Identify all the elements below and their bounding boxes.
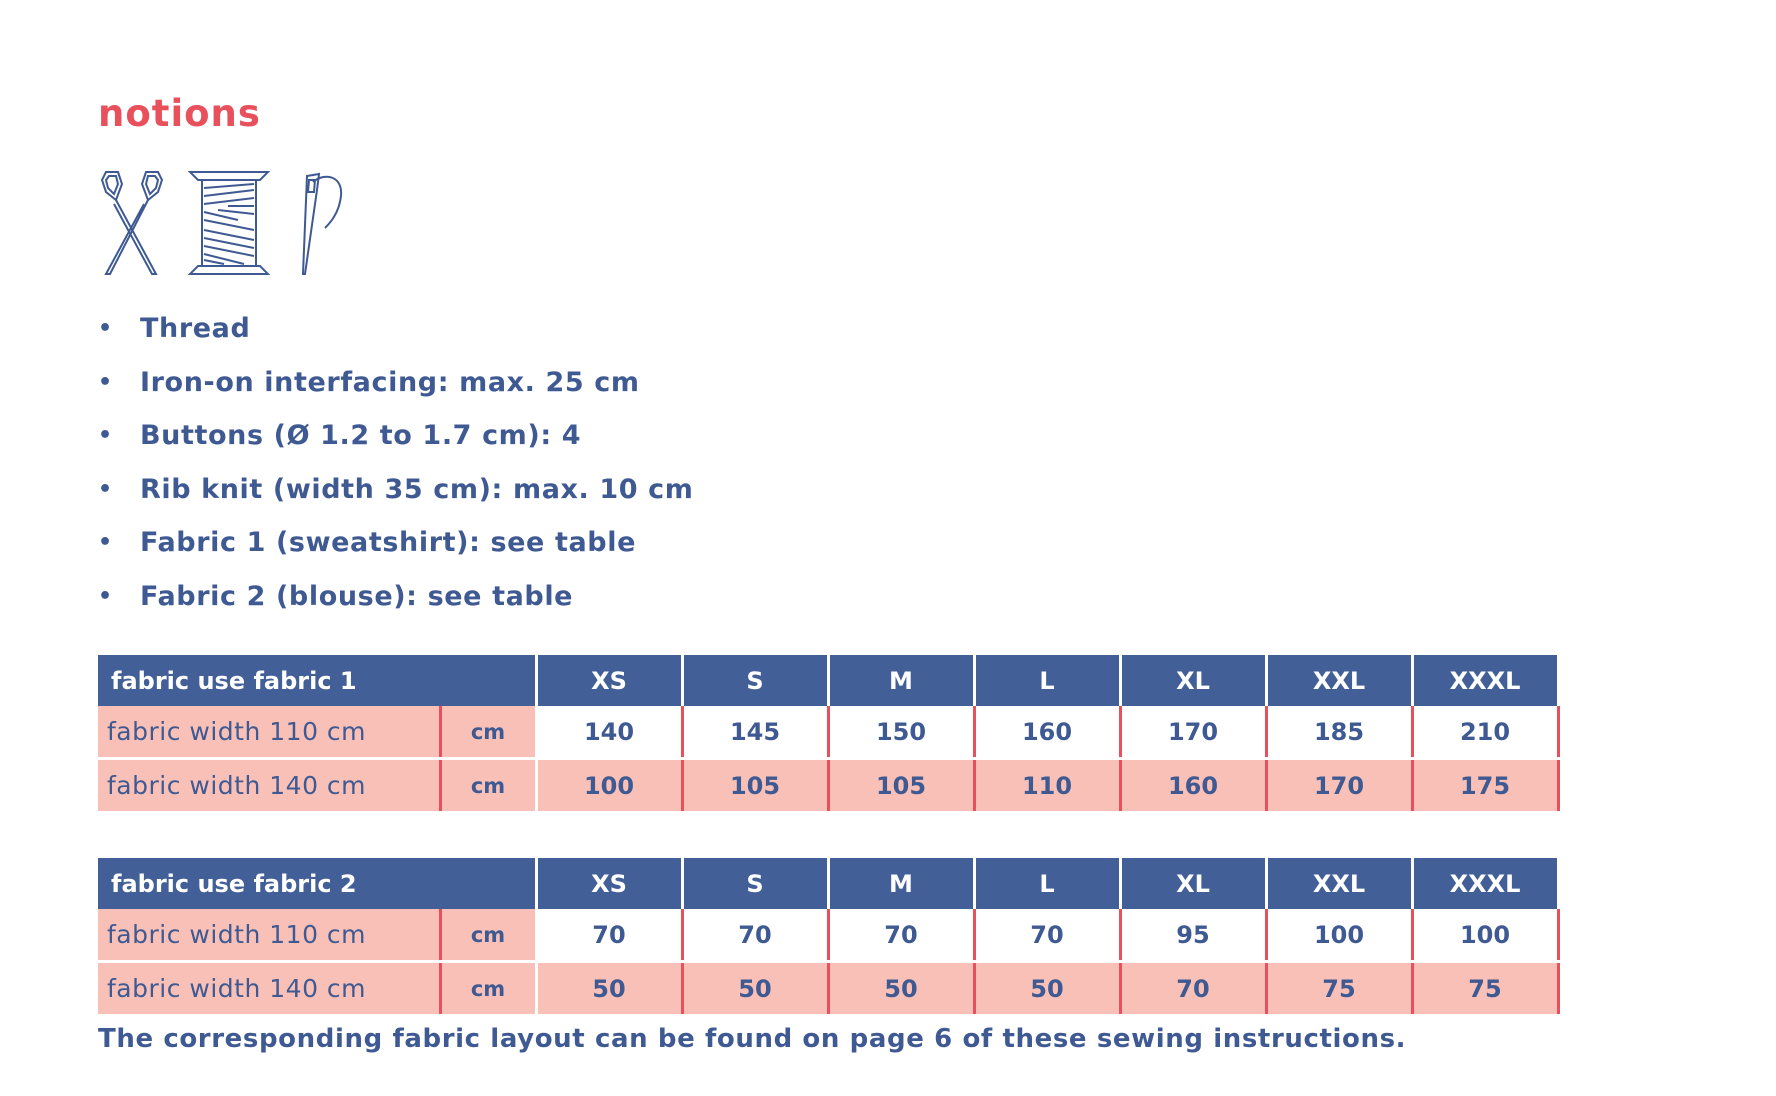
table-cell: 160 (974, 706, 1122, 760)
size-header: XL (1120, 858, 1268, 909)
table-header-row: fabric use fabric 1 XS S M L XL XXL XXXL (98, 655, 1560, 706)
fabric-1-table: fabric use fabric 1 XS S M L XL XXL XXXL… (98, 655, 1560, 814)
section-title: notions (98, 92, 261, 135)
table-cell: 50 (682, 961, 830, 1017)
table-title: fabric use fabric 2 (98, 858, 538, 909)
notion-interfacing: Iron-on interfacing: max. 25 cm (140, 366, 640, 398)
table-cell: 185 (1266, 706, 1414, 760)
needle-icon (301, 172, 343, 275)
table-row: fabric width 140 cm cm 100 105 105 110 1… (98, 758, 1560, 814)
fabric-2-table: fabric use fabric 2 XS S M L XL XXL XXXL… (98, 858, 1560, 1017)
size-header: XS (536, 655, 684, 706)
size-header: XXXL (1412, 655, 1560, 706)
table-header-row: fabric use fabric 2 XS S M L XL XXL XXXL (98, 858, 1560, 909)
table-cell: 170 (1266, 758, 1414, 814)
table-cell: 70 (974, 909, 1122, 963)
size-header: L (974, 858, 1122, 909)
table-title: fabric use fabric 1 (98, 655, 538, 706)
table-cell: 145 (682, 706, 830, 760)
list-item: • Thread (98, 313, 251, 344)
notion-thread: Thread (140, 313, 251, 344)
notion-fabric-2: Fabric 2 (blouse): see table (140, 580, 574, 612)
size-header: S (682, 655, 830, 706)
thread-spool-icon (188, 171, 270, 275)
table-cell: 50 (536, 961, 684, 1017)
size-header: M (828, 858, 976, 909)
footnote: The corresponding fabric layout can be f… (98, 1024, 1407, 1054)
table-cell: 50 (974, 961, 1122, 1017)
size-header: XXL (1266, 858, 1414, 909)
table-cell: 75 (1266, 961, 1414, 1017)
row-unit: cm (440, 758, 538, 814)
table-cell: 75 (1412, 961, 1560, 1017)
table-row: fabric width 140 cm cm 50 50 50 50 70 75… (98, 961, 1560, 1017)
table-cell: 170 (1120, 706, 1268, 760)
size-header: S (682, 858, 830, 909)
table-cell: 95 (1120, 909, 1268, 963)
table-cell: 140 (536, 706, 684, 760)
row-unit: cm (440, 706, 538, 760)
table-cell: 70 (682, 909, 830, 963)
table-cell: 110 (974, 758, 1122, 814)
table-cell: 70 (536, 909, 684, 963)
size-header: XL (1120, 655, 1268, 706)
size-header: XXL (1266, 655, 1414, 706)
table-cell: 50 (828, 961, 976, 1017)
row-unit: cm (440, 909, 538, 963)
notion-buttons: Buttons (Ø 1.2 to 1.7 cm): 4 (140, 420, 582, 452)
row-label: fabric width 110 cm (98, 706, 442, 760)
table-cell: 100 (1266, 909, 1414, 963)
table-cell: 150 (828, 706, 976, 760)
size-header: M (828, 655, 976, 706)
scissors-icon (100, 171, 164, 275)
list-item: • Buttons (Ø 1.2 to 1.7 cm): 4 (98, 420, 582, 452)
list-item: • Iron-on interfacing: max. 25 cm (98, 366, 640, 398)
table-cell: 105 (828, 758, 976, 814)
notion-fabric-1: Fabric 1 (sweatshirt): see table (140, 527, 636, 559)
row-unit: cm (440, 961, 538, 1017)
table-cell: 100 (1412, 909, 1560, 963)
table-cell: 210 (1412, 706, 1560, 760)
size-header: XXXL (1412, 858, 1560, 909)
table-cell: 70 (1120, 961, 1268, 1017)
list-item: • Fabric 1 (sweatshirt): see table (98, 527, 636, 559)
notion-rib-knit: Rib knit (width 35 cm): max. 10 cm (140, 473, 694, 505)
table-row: fabric width 110 cm cm 70 70 70 70 95 10… (98, 909, 1560, 963)
table-cell: 100 (536, 758, 684, 814)
row-label: fabric width 110 cm (98, 909, 442, 963)
table-cell: 70 (828, 909, 976, 963)
table-row: fabric width 110 cm cm 140 145 150 160 1… (98, 706, 1560, 760)
row-label: fabric width 140 cm (98, 758, 442, 814)
table-cell: 105 (682, 758, 830, 814)
list-item: • Rib knit (width 35 cm): max. 10 cm (98, 473, 694, 505)
list-item: • Fabric 2 (blouse): see table (98, 580, 574, 612)
row-label: fabric width 140 cm (98, 961, 442, 1017)
table-cell: 175 (1412, 758, 1560, 814)
size-header: L (974, 655, 1122, 706)
size-header: XS (536, 858, 684, 909)
notions-list: • Thread • Iron-on interfacing: max. 25 cm… (98, 312, 694, 634)
table-cell: 160 (1120, 758, 1268, 814)
